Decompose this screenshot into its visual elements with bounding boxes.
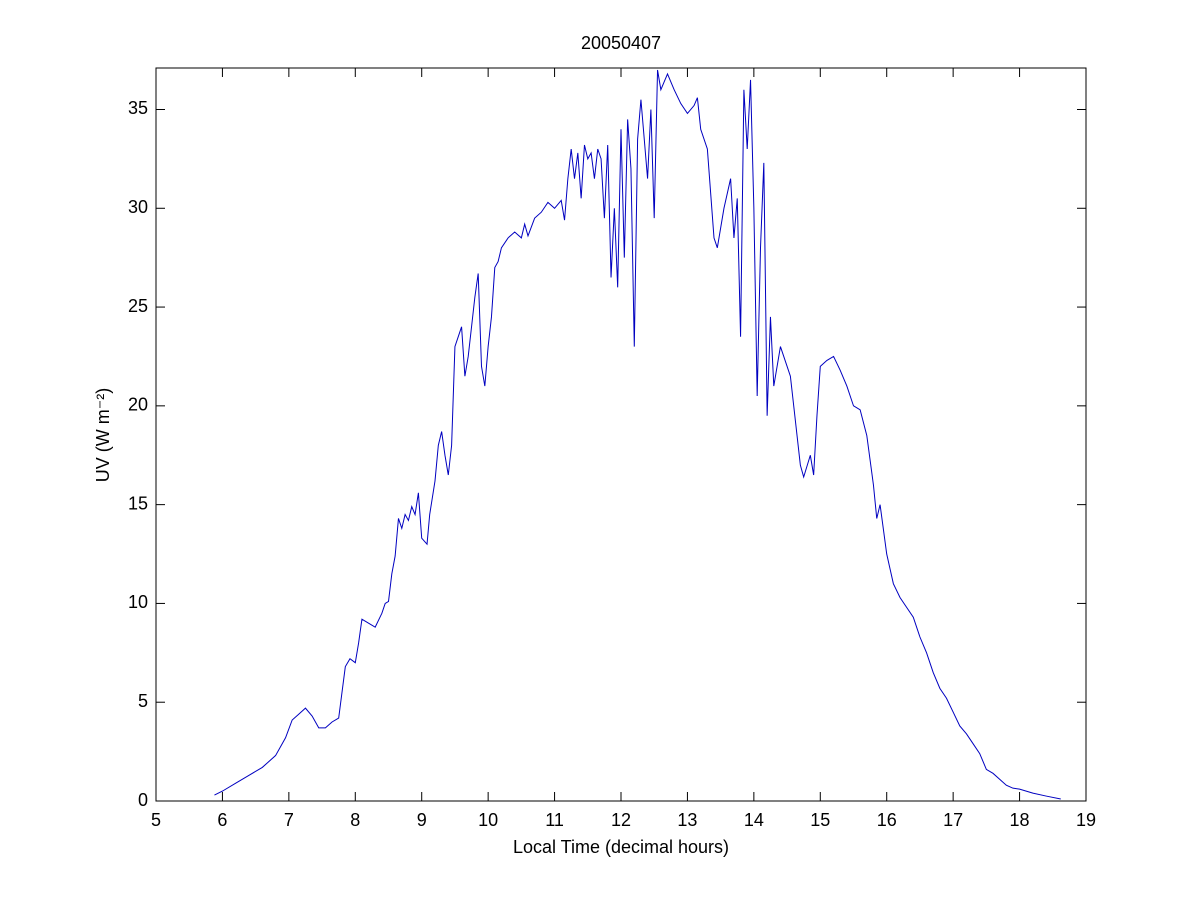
- chart-title: 20050407: [581, 33, 661, 53]
- y-tick-label: 5: [138, 691, 148, 711]
- x-tick-label: 12: [611, 810, 631, 830]
- x-tick-label: 5: [151, 810, 161, 830]
- x-axis-label: Local Time (decimal hours): [513, 837, 729, 857]
- x-tick-label: 19: [1076, 810, 1096, 830]
- x-tick-label: 6: [217, 810, 227, 830]
- y-tick-label: 25: [128, 296, 148, 316]
- x-tick-label: 14: [744, 810, 764, 830]
- y-tick-label: 30: [128, 197, 148, 217]
- x-tick-label: 16: [877, 810, 897, 830]
- x-tick-label: 18: [1010, 810, 1030, 830]
- data-line: [214, 69, 1061, 800]
- x-tick-label: 8: [350, 810, 360, 830]
- x-tick-label: 9: [417, 810, 427, 830]
- y-tick-label: 10: [128, 592, 148, 612]
- x-tick-label: 17: [943, 810, 963, 830]
- x-tick-label: 13: [677, 810, 697, 830]
- x-tick-label: 15: [810, 810, 830, 830]
- x-tick-label: 10: [478, 810, 498, 830]
- x-tick-label: 7: [284, 810, 294, 830]
- y-axis-label: UV (W m⁻²): [93, 388, 113, 482]
- x-tick-label: 11: [545, 810, 564, 830]
- y-tick-label: 15: [128, 493, 148, 513]
- y-tick-label: 0: [138, 790, 148, 810]
- y-tick-label: 35: [128, 98, 148, 118]
- y-tick-label: 20: [128, 395, 148, 415]
